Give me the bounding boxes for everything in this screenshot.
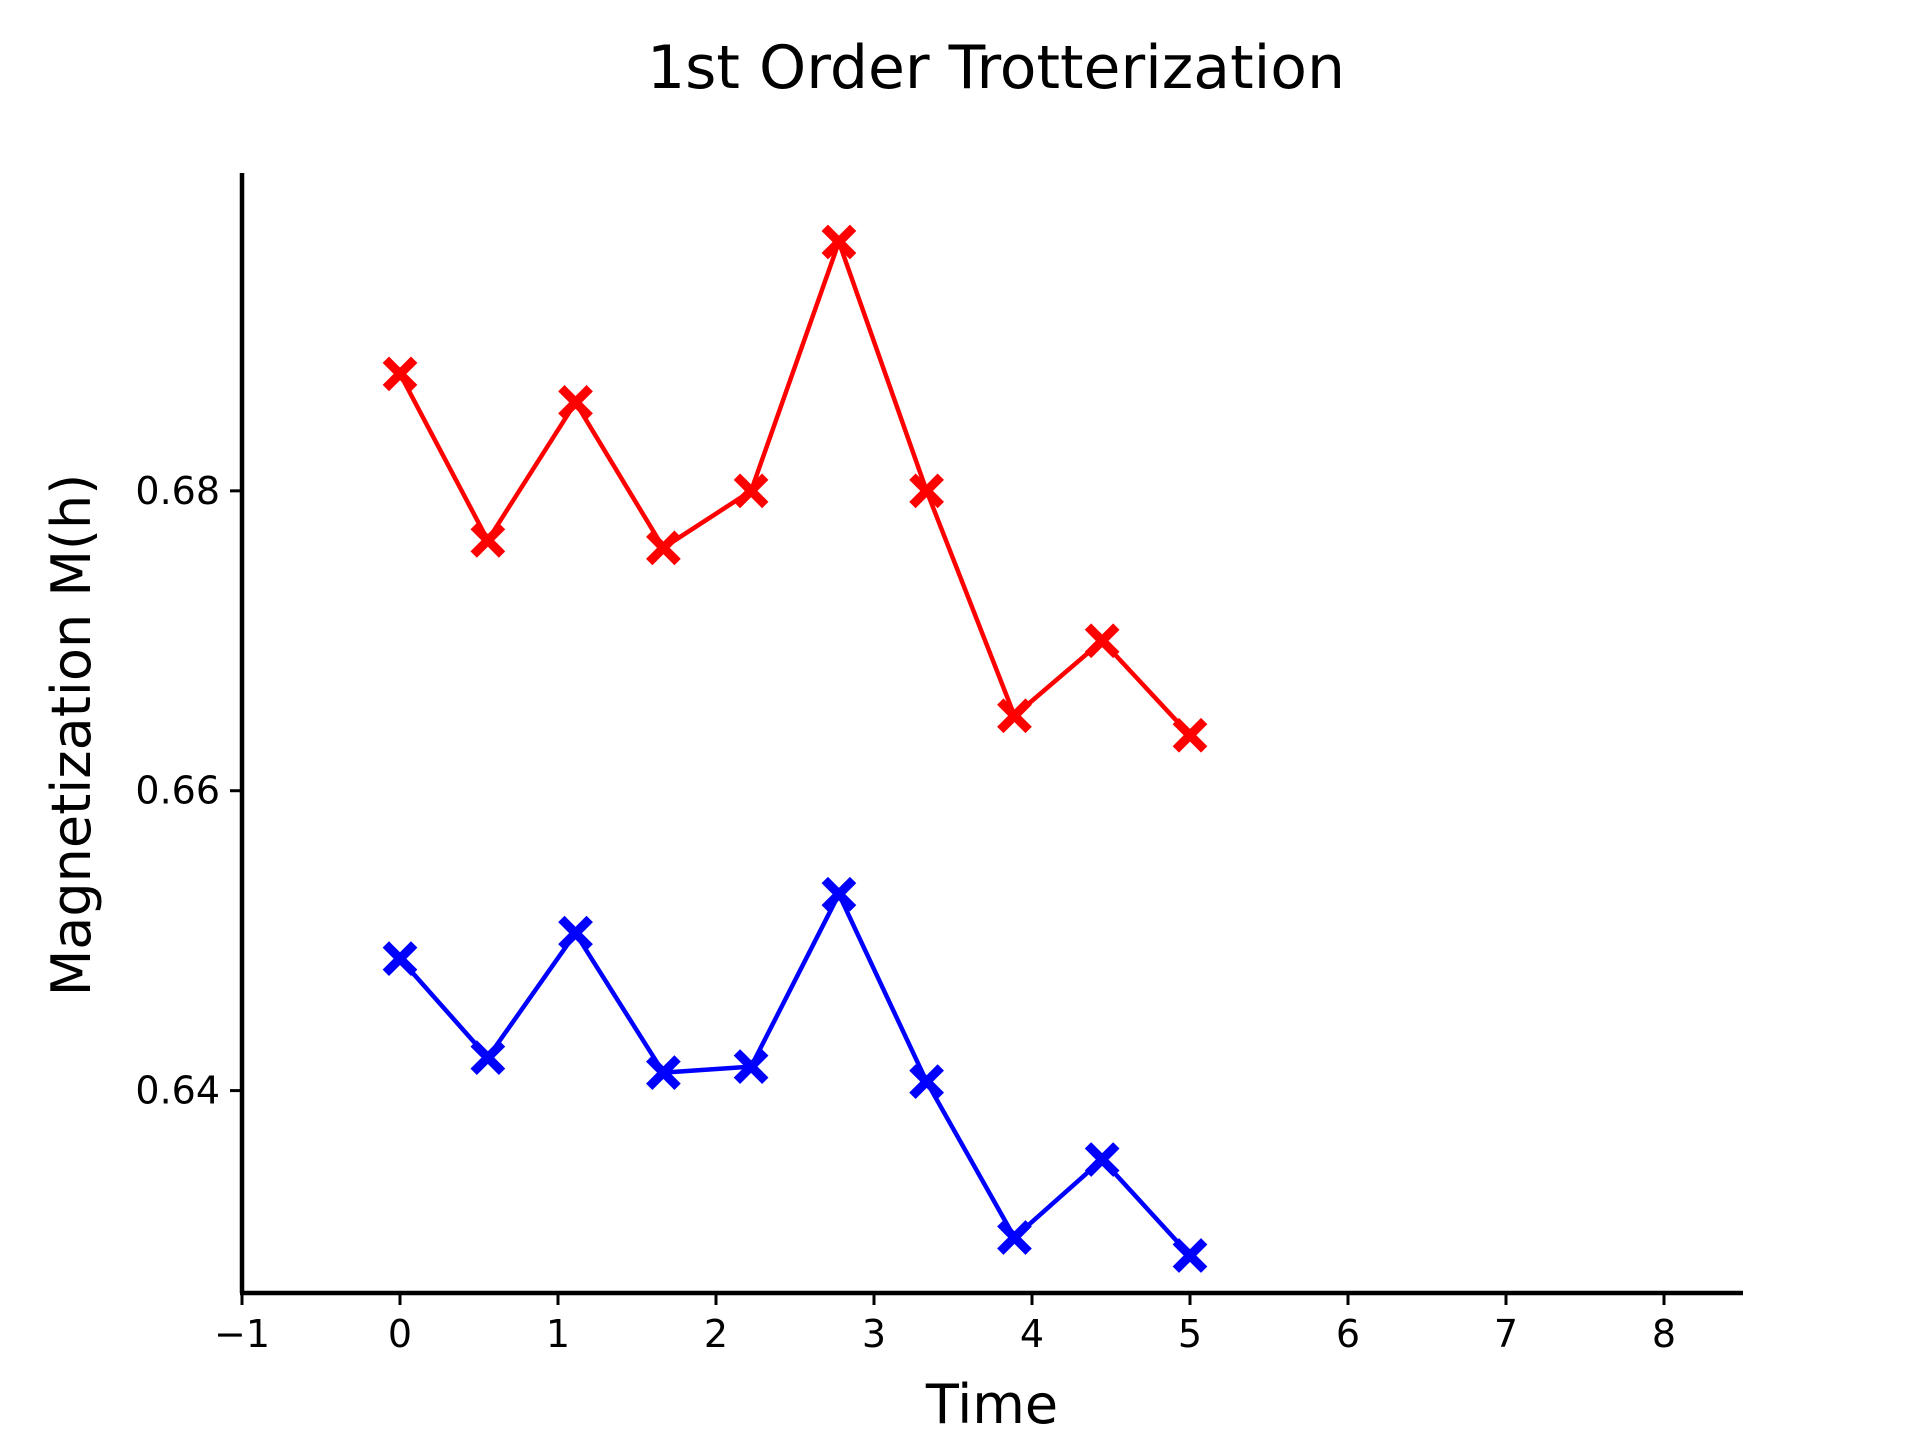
- data-point-marker: [1084, 623, 1120, 659]
- series-line: [398, 239, 1192, 737]
- data-point-marker: [909, 1064, 944, 1099]
- x-tick-label: 2: [704, 1312, 728, 1356]
- data-point-marker: [558, 915, 593, 951]
- x-tick-label: 7: [1494, 1312, 1518, 1356]
- x-tick-label: 1: [546, 1312, 570, 1356]
- x-tick-label: 0: [388, 1312, 412, 1356]
- data-point-marker: [1084, 1142, 1120, 1177]
- data-point-marker: [821, 876, 857, 912]
- y-tick-label: 0.64: [135, 1069, 220, 1113]
- series-line: [398, 891, 1192, 1258]
- data-point-marker: [646, 1055, 681, 1090]
- x-tick-label: 8: [1652, 1312, 1676, 1356]
- data-point-marker: [997, 698, 1032, 734]
- y-axis-label: Magnetization M(h): [40, 474, 103, 997]
- data-point-marker: [1172, 1238, 1208, 1273]
- data-point-marker: [733, 473, 769, 509]
- data-point-marker: [997, 1220, 1032, 1255]
- series-2: [382, 876, 1208, 1273]
- data-point-marker: [382, 356, 418, 392]
- y-tick-label: 0.68: [135, 469, 220, 513]
- x-axis-label: Time: [925, 1373, 1058, 1436]
- data-point-marker: [382, 941, 418, 977]
- data-point-marker: [909, 473, 944, 509]
- chart-title: 1st Order Trotterization: [647, 33, 1345, 103]
- series-layer: [382, 224, 1208, 1273]
- data-point-marker: [733, 1049, 769, 1084]
- data-point-marker: [470, 522, 506, 558]
- series-1: [382, 224, 1208, 753]
- data-point-marker: [558, 385, 593, 420]
- ticks-layer: −1 0 1 2 3 4 5 6 7 8 0.64 0.66 0.68: [135, 469, 1676, 1356]
- y-tick-label: 0.66: [135, 769, 220, 813]
- axes-layer: [239, 173, 1743, 1296]
- x-tick-label: 4: [1020, 1312, 1044, 1356]
- x-tick-label: −1: [214, 1312, 270, 1356]
- data-point-marker: [1172, 717, 1208, 753]
- data-point-marker: [821, 224, 857, 260]
- x-tick-label: 5: [1178, 1312, 1202, 1356]
- data-point-marker: [646, 530, 681, 566]
- x-tick-label: 3: [862, 1312, 886, 1356]
- x-tick-label: 6: [1336, 1312, 1360, 1356]
- data-point-marker: [470, 1040, 506, 1075]
